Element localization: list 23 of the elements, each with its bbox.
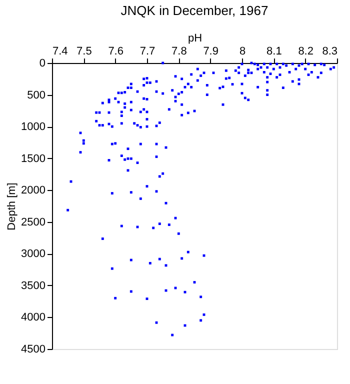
x-tick-label: 8 bbox=[239, 46, 246, 58]
y-tick-label: 2000 bbox=[21, 184, 46, 197]
y-tick-label: 0 bbox=[39, 58, 46, 70]
y-tick-label: 3500 bbox=[21, 280, 46, 292]
y-axis-title: Depth [m] bbox=[6, 182, 18, 230]
y-tick-label: 4500 bbox=[21, 344, 46, 356]
y-tick-label: 3000 bbox=[21, 248, 46, 260]
x-tick-label: 7.5 bbox=[76, 46, 92, 58]
x-tick-label: 8.1 bbox=[266, 46, 282, 58]
x-tick-label: 8.3 bbox=[322, 46, 338, 58]
y-tick-label: 4000 bbox=[21, 312, 46, 324]
x-tick-label: 7.8 bbox=[172, 46, 187, 58]
y-tick-label: 1000 bbox=[21, 121, 46, 134]
x-tick-label: 7.7 bbox=[140, 46, 156, 58]
y-tick-label: 500 bbox=[27, 89, 46, 102]
y-tick-label: 1500 bbox=[21, 152, 46, 165]
x-axis-title: pH bbox=[188, 32, 202, 44]
chart-title: JNQK in December, 1967 bbox=[120, 3, 268, 18]
y-tick-label: 2500 bbox=[21, 216, 46, 228]
x-tick-label: 7.9 bbox=[203, 46, 218, 58]
x-tick-label: 7.6 bbox=[108, 46, 124, 58]
x-tick-label: 7.4 bbox=[52, 46, 68, 58]
x-tick-label: 8.2 bbox=[298, 46, 314, 58]
